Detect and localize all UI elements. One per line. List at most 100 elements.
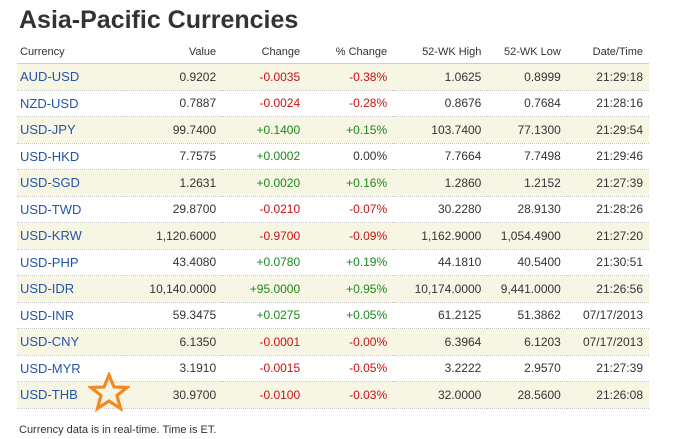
currency-pair-link[interactable]: USD-IDR — [20, 281, 75, 297]
cell-value: 43.4080 — [124, 249, 223, 276]
currency-pair-link[interactable]: USD-KRW — [20, 228, 82, 244]
cell-52wk-low: 2.9570 — [487, 355, 567, 382]
footer-note: Currency data is in real-time. Time is E… — [19, 424, 217, 436]
column-header-currency: Currency — [17, 40, 125, 64]
table-row: USD-KRW 1,120.6000 -0.9700 -0.09% 1,162.9000… — [17, 222, 649, 250]
cell-pct-change: +0.95% — [306, 275, 394, 303]
table-row: USD-INR 59.3475 +0.0275 +0.05% 61.2125 51.386… — [17, 302, 649, 329]
cell-datetime: 21:29:46 — [566, 143, 649, 170]
cell-52wk-low: 1,054.4900 — [487, 222, 567, 250]
cell-change: -0.0015 — [222, 355, 307, 382]
cell-datetime: 21:29:18 — [566, 63, 649, 91]
cell-currency-pair: USD-INR — [17, 302, 125, 329]
cell-pct-change: +0.15% — [306, 116, 394, 144]
cell-change: +0.1400 — [222, 116, 307, 144]
cell-change: -0.9700 — [222, 222, 307, 250]
table-row: USD-IDR 10,140.0000 +95.0000 +0.95% 10,174.0… — [17, 275, 649, 303]
cell-52wk-low: 51.3862 — [487, 302, 567, 329]
currency-pair-link[interactable]: USD-INR — [20, 307, 75, 323]
cell-pct-change: -0.05% — [306, 355, 394, 382]
cell-52wk-high: 32.0000 — [393, 381, 488, 409]
cell-currency-pair: USD-CNY — [17, 328, 125, 356]
cell-currency-pair: USD-KRW — [17, 222, 125, 250]
cell-change: -0.0035 — [222, 63, 307, 91]
cell-pct-change: -0.28% — [306, 90, 394, 117]
cell-pct-change: -0.38% — [306, 63, 394, 91]
cell-value: 10,140.0000 — [124, 275, 223, 303]
cell-pct-change: -0.00% — [306, 328, 394, 356]
cell-pct-change: 0.00% — [306, 143, 394, 170]
cell-value: 1.2631 — [124, 169, 223, 197]
cell-52wk-high: 6.3964 — [393, 328, 488, 356]
cell-52wk-high: 1.0625 — [393, 63, 488, 91]
cell-pct-change: +0.16% — [306, 169, 394, 197]
cell-52wk-high: 61.2125 — [393, 302, 488, 329]
cell-52wk-high: 44.1810 — [393, 249, 488, 276]
table-header-row: Currency Value Change % Change 52-WK Hig… — [17, 40, 649, 64]
cell-change: +0.0780 — [222, 249, 307, 276]
cell-currency-pair: USD-JPY — [17, 116, 125, 144]
cell-52wk-high: 7.7664 — [393, 143, 488, 170]
cell-datetime: 21:29:54 — [566, 116, 649, 144]
cell-52wk-high: 3.2222 — [393, 355, 488, 382]
cell-52wk-low: 77.1300 — [487, 116, 567, 144]
currency-pair-link[interactable]: USD-MYR — [20, 360, 81, 376]
cell-52wk-high: 10,174.0000 — [393, 275, 488, 303]
table-row: USD-SGD 1.2631 +0.0020 +0.16% 1.2860 1.2152 21… — [17, 169, 649, 197]
cell-value: 7.7575 — [124, 143, 223, 170]
cell-value: 30.9700 — [124, 381, 223, 409]
cell-52wk-high: 1,162.9000 — [393, 222, 488, 250]
cell-52wk-low: 40.5400 — [487, 249, 567, 276]
table-row: AUD-USD 0.9202 -0.0035 -0.38% 1.0625 0.8999 21… — [17, 63, 649, 91]
currency-pair-link[interactable]: USD-TWD — [20, 201, 82, 217]
cell-datetime: 21:27:39 — [566, 355, 649, 382]
cell-pct-change: +0.05% — [306, 302, 394, 329]
table-row: USD-TWD 29.8700 -0.0210 -0.07% 30.2280 28.913… — [17, 196, 649, 223]
currency-pair-link[interactable]: USD-PHP — [20, 254, 79, 270]
cell-value: 59.3475 — [124, 302, 223, 329]
cell-datetime: 21:27:20 — [566, 222, 649, 250]
table-row: USD-MYR 3.1910 -0.0015 -0.05% 3.2222 2.9570 21… — [17, 355, 649, 382]
cell-change: +0.0275 — [222, 302, 307, 329]
cell-value: 29.8700 — [124, 196, 223, 223]
table-row: USD-PHP 43.4080 +0.0780 +0.19% 44.1810 40.540… — [17, 249, 649, 276]
cell-change: -0.0210 — [222, 196, 307, 223]
currency-pair-link[interactable]: USD-CNY — [20, 334, 80, 350]
column-header-pct-change: % Change — [306, 40, 394, 64]
cell-datetime: 21:28:26 — [566, 196, 649, 223]
cell-52wk-low: 6.1203 — [487, 328, 567, 356]
cell-change: +95.0000 — [222, 275, 307, 303]
cell-value: 3.1910 — [124, 355, 223, 382]
currency-pair-link[interactable]: USD-SGD — [20, 175, 80, 191]
cell-change: -0.0024 — [222, 90, 307, 117]
cell-currency-pair: USD-IDR — [17, 275, 125, 303]
cell-change: -0.0001 — [222, 328, 307, 356]
table-row: NZD-USD 0.7887 -0.0024 -0.28% 0.8676 0.7684 21… — [17, 90, 649, 117]
table-row: USD-CNY 6.1350 -0.0001 -0.00% 6.3964 6.1203 07… — [17, 328, 649, 356]
cell-datetime: 21:28:16 — [566, 90, 649, 117]
cell-52wk-low: 9,441.0000 — [487, 275, 567, 303]
column-header-datetime: Date/Time — [566, 40, 649, 64]
cell-52wk-low: 0.7684 — [487, 90, 567, 117]
cell-datetime: 21:27:39 — [566, 169, 649, 197]
currency-pair-link[interactable]: USD-THB — [20, 387, 78, 403]
cell-currency-pair: USD-HKD — [17, 143, 125, 170]
cell-52wk-low: 0.8999 — [487, 63, 567, 91]
currency-table: Currency Value Change % Change 52-WK Hig… — [17, 40, 649, 409]
currency-pair-link[interactable]: USD-JPY — [20, 122, 76, 138]
currency-pair-link[interactable]: NZD-USD — [20, 95, 79, 111]
column-header-52wk-low: 52-WK Low — [487, 40, 567, 64]
cell-currency-pair: USD-SGD — [17, 169, 125, 197]
cell-datetime: 21:26:08 — [566, 381, 649, 409]
cell-change: +0.0020 — [222, 169, 307, 197]
currency-pair-link[interactable]: AUD-USD — [20, 69, 80, 85]
cell-value: 99.7400 — [124, 116, 223, 144]
cell-52wk-low: 7.7498 — [487, 143, 567, 170]
star-outline-icon — [88, 372, 130, 412]
column-header-change: Change — [222, 40, 307, 64]
cell-pct-change: -0.03% — [306, 381, 394, 409]
cell-datetime: 07/17/2013 — [566, 302, 649, 329]
cell-currency-pair: AUD-USD — [17, 63, 125, 91]
currency-pair-link[interactable]: USD-HKD — [20, 148, 80, 164]
cell-52wk-low: 28.9130 — [487, 196, 567, 223]
